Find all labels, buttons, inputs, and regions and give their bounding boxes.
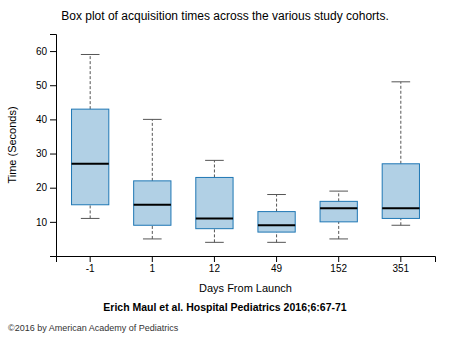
y-tick-label: 20	[36, 182, 48, 193]
x-tick-label: 12	[209, 263, 221, 274]
lower-whisker	[152, 225, 153, 239]
upper-whisker	[276, 195, 277, 212]
x-tick: 152	[330, 256, 347, 274]
y-tick: 50	[36, 80, 56, 91]
upper-whisker	[338, 191, 339, 201]
median	[196, 217, 233, 219]
y-axis-title: Time (Seconds)	[6, 106, 18, 183]
y-axis-line	[50, 35, 57, 257]
lower-whisker	[276, 232, 277, 242]
x-tick-label: -1	[86, 263, 95, 274]
lower-cap	[267, 242, 286, 243]
box	[382, 164, 419, 219]
box-group	[320, 191, 357, 239]
box-group	[382, 82, 419, 225]
x-tick: 49	[271, 256, 283, 274]
x-axis: -1 1 12 49 152 351	[57, 256, 436, 274]
y-tick: 10	[36, 217, 56, 228]
lower-whisker	[214, 229, 215, 243]
x-tick-mark	[338, 256, 339, 262]
y-tick-mark	[50, 222, 56, 223]
y-axis: 10 20 30 40 50 60	[36, 35, 57, 257]
y-tick: 40	[36, 114, 56, 125]
median	[134, 204, 171, 206]
copyright: ©2016 by American Academy of Pediatrics	[8, 323, 179, 333]
upper-whisker	[90, 54, 91, 109]
y-tick-label: 40	[36, 114, 48, 125]
y-tick: 30	[36, 148, 56, 159]
x-tick: -1	[86, 256, 95, 274]
x-tick-mark	[152, 256, 153, 262]
box	[72, 109, 109, 205]
x-tick: 1	[150, 256, 156, 274]
lower-cap	[392, 225, 411, 226]
median	[258, 224, 295, 226]
boxes	[72, 54, 420, 242]
chart: 10 20 30 40 50 60 -1 1 12 49 152 351 Box plot of acq…	[0, 0, 450, 338]
x-axis-line	[57, 257, 436, 263]
box	[134, 181, 171, 225]
y-tick-label: 50	[36, 80, 48, 91]
upper-cap	[267, 194, 286, 195]
y-tick: 60	[36, 46, 56, 57]
box-group	[72, 54, 109, 218]
lower-cap	[81, 218, 100, 219]
y-tick-label: 30	[36, 148, 48, 159]
x-tick: 351	[392, 256, 409, 274]
upper-whisker	[152, 119, 153, 180]
upper-whisker	[214, 160, 215, 177]
box-group	[258, 195, 295, 243]
x-tick-label: 351	[392, 263, 409, 274]
upper-whisker	[400, 82, 401, 164]
y-tick-mark	[50, 51, 56, 52]
citation: Erich Maul et al. Hospital Pediatrics 20…	[103, 301, 347, 313]
lower-cap	[143, 238, 162, 239]
box	[320, 201, 357, 221]
lower-whisker	[400, 218, 401, 225]
upper-cap	[81, 54, 100, 55]
y-tick-mark	[50, 154, 56, 155]
upper-cap	[143, 119, 162, 120]
x-tick-label: 1	[150, 263, 156, 274]
x-tick-mark	[90, 256, 91, 262]
box	[258, 212, 295, 232]
upper-cap	[205, 160, 224, 161]
upper-cap	[329, 191, 348, 192]
x-tick-mark	[276, 256, 277, 262]
lower-whisker	[338, 222, 339, 239]
median	[382, 207, 419, 209]
upper-cap	[392, 81, 411, 82]
x-tick-label: 49	[271, 263, 283, 274]
x-tick-label: 152	[330, 263, 347, 274]
median	[320, 207, 357, 209]
box-group	[196, 160, 233, 242]
y-tick-mark	[50, 85, 56, 86]
x-tick-mark	[400, 256, 401, 262]
y-tick: 20	[36, 182, 56, 193]
box	[196, 177, 233, 228]
box-group	[134, 119, 171, 239]
lower-cap	[205, 242, 224, 243]
lower-whisker	[90, 205, 91, 219]
x-tick-mark	[214, 256, 215, 262]
median	[72, 163, 109, 165]
y-tick-label: 60	[36, 46, 48, 57]
y-tick-mark	[50, 188, 56, 189]
y-tick-label: 10	[36, 217, 48, 228]
x-axis-title: Days From Launch	[199, 282, 292, 294]
title: Box plot of acquisition times across the…	[61, 9, 389, 23]
lower-cap	[329, 238, 348, 239]
y-tick-mark	[50, 119, 56, 120]
x-tick: 12	[209, 256, 221, 274]
